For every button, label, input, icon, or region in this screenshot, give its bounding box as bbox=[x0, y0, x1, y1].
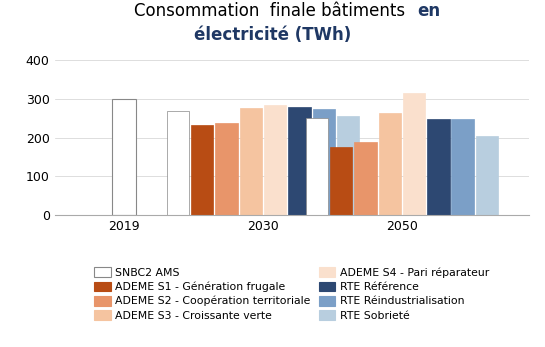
Bar bbox=[403, 93, 425, 215]
Bar bbox=[427, 119, 450, 215]
Legend: SNBC2 AMS, ADEME S1 - Génération frugale, ADEME S2 - Coopération territoriale, A: SNBC2 AMS, ADEME S1 - Génération frugale… bbox=[94, 267, 489, 321]
Bar bbox=[476, 136, 498, 215]
Bar bbox=[312, 109, 335, 215]
Bar bbox=[451, 119, 474, 215]
Text: Consommation  finale bâtiments: Consommation finale bâtiments bbox=[134, 2, 411, 20]
Bar bbox=[240, 108, 262, 215]
Text: en: en bbox=[417, 2, 440, 20]
Bar bbox=[306, 118, 328, 215]
Bar bbox=[112, 99, 136, 215]
Bar bbox=[167, 111, 189, 215]
Bar bbox=[288, 107, 311, 215]
Bar bbox=[354, 142, 377, 215]
Bar bbox=[215, 123, 238, 215]
Bar bbox=[191, 125, 213, 215]
Bar bbox=[264, 105, 286, 215]
Bar bbox=[337, 116, 359, 215]
Bar bbox=[330, 147, 352, 215]
Bar bbox=[379, 113, 401, 215]
Text: électricité (TWh): électricité (TWh) bbox=[194, 26, 351, 44]
